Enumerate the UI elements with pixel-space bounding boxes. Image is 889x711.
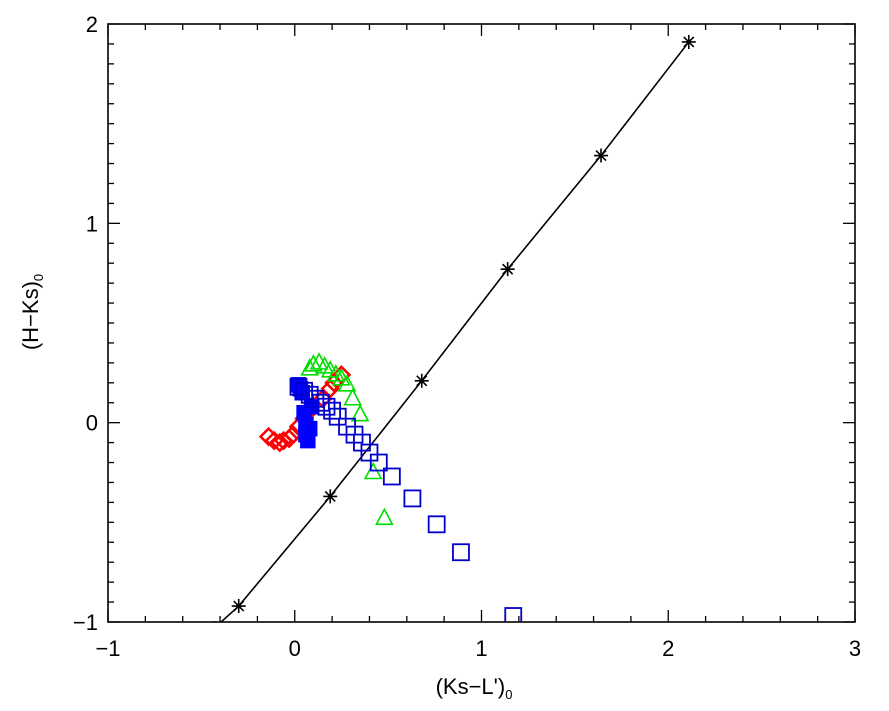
open-square-marker <box>452 543 470 562</box>
plus-marker <box>500 262 515 277</box>
open-square-marker <box>323 401 342 420</box>
filled-square-marker <box>301 420 318 437</box>
triangle-marker <box>375 507 394 526</box>
x-tick-label: 0 <box>289 636 301 661</box>
x-tick-label: 2 <box>662 636 674 661</box>
series-3-triangle <box>300 352 394 526</box>
open-square-marker <box>369 453 388 472</box>
triangle-marker <box>343 388 362 406</box>
x-tick-label: 3 <box>849 636 861 661</box>
plot-axes: −1 0 1 2 3 −1 0 1 2 <box>73 12 861 661</box>
y-tick-label: 0 <box>86 411 98 436</box>
diamond-marker <box>320 379 341 399</box>
diamond-marker <box>279 428 299 449</box>
open-square-marker <box>382 467 401 486</box>
open-square-marker <box>427 515 446 534</box>
plus-marker <box>231 599 246 614</box>
y-tick-label: 1 <box>86 211 98 236</box>
triangle-marker <box>337 374 357 392</box>
x-axis-title-subscript: 0 <box>505 687 512 702</box>
open-square-marker <box>403 489 422 508</box>
plus-marker <box>681 34 696 49</box>
open-square-marker <box>317 397 336 416</box>
y-tick-label: 2 <box>86 12 98 37</box>
series-line <box>219 41 690 622</box>
x-tick-label: 1 <box>475 636 487 661</box>
plus-marker <box>414 373 429 388</box>
series-4-open-square <box>289 377 523 622</box>
y-axis-title-text: (H−Ks) <box>18 281 43 350</box>
triangle-marker <box>350 403 370 422</box>
y-tick-label: −1 <box>73 610 98 635</box>
x-tick-label: −1 <box>95 636 120 661</box>
y-axis-title: (H−Ks)0 <box>18 274 46 350</box>
plus-marker <box>594 148 609 163</box>
plot-marks <box>213 34 696 622</box>
svg-text:(H−Ks)0: (H−Ks)0 <box>18 274 46 350</box>
y-axis-title-subscript: 0 <box>31 274 46 281</box>
triangle-marker <box>304 354 323 372</box>
x-axis-title-text: (Ks−L') <box>436 674 506 699</box>
plus-marker <box>323 489 338 504</box>
open-square-marker <box>360 443 379 462</box>
plot-frame <box>107 23 856 623</box>
svg-text:(Ks−L')0: (Ks−L')0 <box>436 674 513 702</box>
plus-marker <box>213 620 216 622</box>
series-0-plus <box>213 34 696 622</box>
x-axis-title: (Ks−L')0 <box>436 674 513 702</box>
open-square-marker <box>328 407 347 426</box>
open-square-marker <box>504 607 523 622</box>
triangle-marker <box>300 358 320 376</box>
